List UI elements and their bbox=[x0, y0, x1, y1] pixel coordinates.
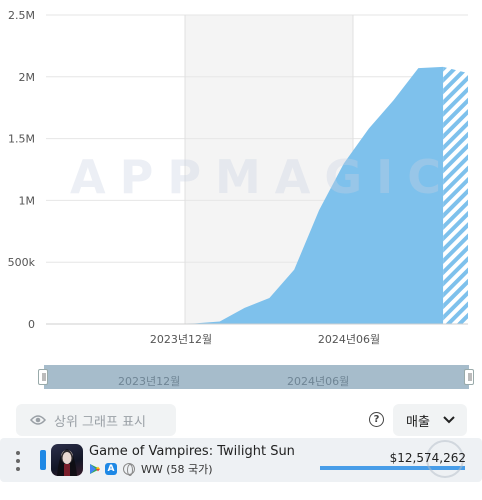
app-name[interactable]: Game of Vampires: Twilight Sun bbox=[89, 444, 295, 459]
range-handle-right[interactable] bbox=[464, 369, 474, 385]
app-row[interactable]: Game of Vampires: Twilight Sun A WW (58 … bbox=[0, 438, 482, 482]
app-icon bbox=[51, 444, 83, 476]
x-tick-label: 2023년12월 bbox=[150, 333, 212, 346]
revenue-sparkline bbox=[320, 466, 465, 470]
x-tick-label: 2024년06월 bbox=[318, 333, 380, 346]
eye-icon bbox=[30, 415, 46, 425]
series-area-projected bbox=[443, 66, 468, 325]
app-revenue: $12,574,262 bbox=[389, 451, 466, 465]
metric-select[interactable]: 매출 bbox=[393, 404, 467, 436]
globe-icon bbox=[123, 463, 135, 476]
chevron-down-icon bbox=[443, 416, 455, 424]
help-icon[interactable]: ? bbox=[369, 412, 384, 427]
series-color-marker bbox=[40, 450, 46, 470]
show-top-graph-label: 상위 그래프 표시 bbox=[54, 414, 146, 430]
drag-handle-icon[interactable] bbox=[16, 451, 20, 471]
y-tick-label: 2M bbox=[19, 71, 36, 84]
range-selector[interactable]: 2023년12월 2024년06월 bbox=[44, 365, 469, 389]
range-handle-left[interactable] bbox=[38, 369, 48, 385]
y-tick-label: 1M bbox=[19, 194, 36, 207]
series-area bbox=[46, 66, 444, 325]
y-tick-label: 1.5M bbox=[8, 133, 35, 146]
range-label-1: 2023년12월 bbox=[118, 375, 181, 388]
app-store-icon: A bbox=[105, 463, 117, 475]
revenue-chart: 0 500k 1M 1.5M 2M 2.5M 2023년12월 2024년06월 bbox=[8, 9, 468, 346]
y-tick-label: 0 bbox=[28, 318, 35, 331]
metric-select-value: 매출 bbox=[406, 414, 430, 430]
app-region: WW (58 국가) bbox=[141, 463, 213, 476]
loading-ring-icon bbox=[426, 440, 464, 478]
range-label-2: 2024년06월 bbox=[287, 375, 350, 388]
y-tick-label: 2.5M bbox=[8, 9, 35, 22]
google-play-icon bbox=[90, 464, 100, 474]
show-top-graph-button[interactable]: 상위 그래프 표시 bbox=[16, 404, 176, 436]
y-tick-label: 500k bbox=[8, 256, 36, 269]
